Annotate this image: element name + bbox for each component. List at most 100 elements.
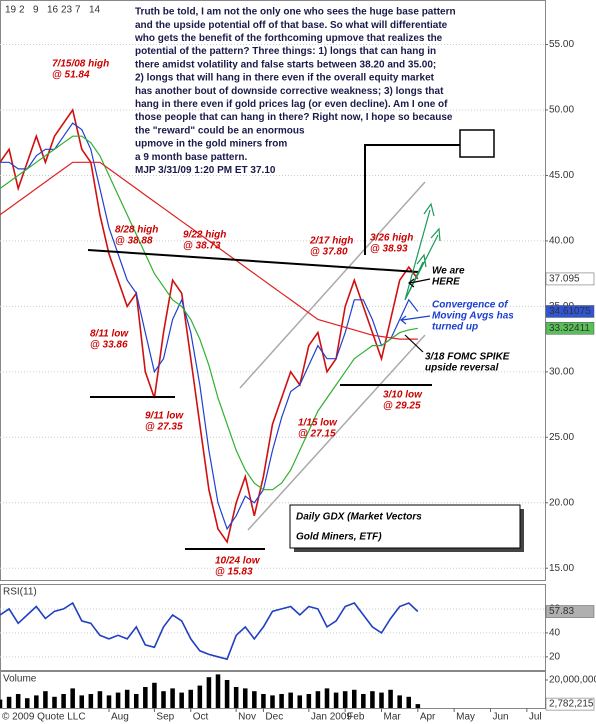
volume-bar [333,692,339,708]
y-tick-label: 20.00 [549,497,574,508]
annotation: @ 27.35 [145,422,183,433]
annotation: 8/11 low [90,329,129,340]
volume-bar [115,692,121,708]
annotation: @ 33.86 [90,340,128,351]
volume-bar [351,689,357,708]
volume-bar [279,693,284,708]
series-line [0,108,419,544]
date-label: 19 [5,5,17,16]
volume-bar [397,695,402,708]
x-tick-label: Sep [156,712,174,723]
commentary-line: a 9 month base pattern. [135,152,247,163]
projection-arrows [404,202,441,301]
annotation: @ 37.80 [310,247,348,258]
date-label: 23 [61,5,73,16]
volume-bar [34,695,39,708]
volume-bar [388,689,393,708]
y-tick-label: 55.00 [549,39,574,50]
x-tick-label: Jan 2009 [311,712,353,723]
y-tick-label: 50.00 [549,105,574,116]
rsi-panel [0,584,546,671]
volume-bar [161,691,166,708]
pointer-line [404,334,424,353]
volume-bar [406,696,412,708]
value-box [545,605,595,618]
annotation: 3/18 FOMC SPIKE [425,352,510,363]
volume-bar [6,696,12,708]
volume-bar [224,679,230,708]
annotation: @ 38.73 [183,241,221,252]
annotation: 7/15/08 high [52,59,109,70]
panel-label: Volume [3,674,37,685]
volume-bar [361,693,366,708]
volume-bar [415,704,421,708]
annotation: @ 29.25 [383,401,421,412]
channel-upper [239,181,426,389]
volume-bar [233,686,239,708]
date-label: 14 [89,5,101,16]
x-tick-label: Dec [265,712,283,723]
volume-bar [215,674,221,708]
y-tick-label: 40.00 [549,236,574,247]
panels [0,0,546,709]
annotation: @ 15.83 [215,567,253,578]
commentary-line: those people that can hang in there? Rig… [135,112,453,123]
volume-bar [288,692,293,708]
volume-bar [124,689,130,708]
value-box-label: 57.83 [549,606,574,617]
commentary-line: MJP 3/31/09 1:20 PM ET 37.10 [135,165,276,176]
volume-panel [0,671,546,709]
x-tick-label: Apr [420,712,436,723]
volume-bar [297,695,303,708]
date-label: 7 [75,5,81,16]
annotation: upside reversal [425,363,499,374]
annotation: @ 38.93 [370,244,408,255]
annotation: 8/28 high [115,225,158,236]
x-tick-label: Mar [384,712,402,723]
y-tick-label: 25.00 [549,432,574,443]
volume-bar [52,696,57,708]
annotation: @ 38.88 [115,236,153,247]
value-box [545,697,595,711]
annotation: We are [432,266,465,277]
volume-bar [379,692,384,708]
pointer-arrow [408,278,431,288]
x-tick-label: Nov [238,712,256,723]
target-bracket [364,144,460,255]
annotation: 10/24 low [215,556,261,567]
value-box-label: 33.32411 [549,323,590,334]
volume-bar [370,691,375,708]
price-panel [0,0,546,581]
annotation: 9/11 low [145,411,184,422]
annotation: 9/22 high [183,230,226,241]
volume-bar [342,691,348,708]
date-label: 16 [47,5,59,16]
target-box [459,129,495,158]
resistance-line [87,249,419,273]
volume-bar [70,688,75,708]
commentary-line: upmove in the gold miners from [135,139,287,150]
volume-bar [88,693,94,708]
volume-bar [133,693,139,708]
series-line [0,601,419,661]
series-line [0,161,418,340]
x-tick-label: Jun [493,712,509,723]
channel-lower [247,334,426,531]
annotation: @ 51.84 [52,70,90,81]
volume-bar [15,693,21,708]
volume-bar [252,691,257,708]
volume-bar [306,693,312,708]
y-tick-label: 45.00 [549,170,574,181]
plot-area: 15.0020.0025.0030.0035.0040.0045.0050.00… [0,39,596,723]
y-tick-label: 30.00 [549,366,574,377]
chart-title: Daily GDX (Market Vectors [296,512,422,523]
pointer-arrow [400,315,431,325]
volume-bar [206,677,212,708]
value-box-label: 2,782,215 [549,699,594,710]
volume-bar [143,686,148,708]
annotation: 3/10 low [383,390,423,401]
commentary-line: 2) longs that will hang in there even if… [135,73,435,84]
volume-bar [270,695,275,708]
